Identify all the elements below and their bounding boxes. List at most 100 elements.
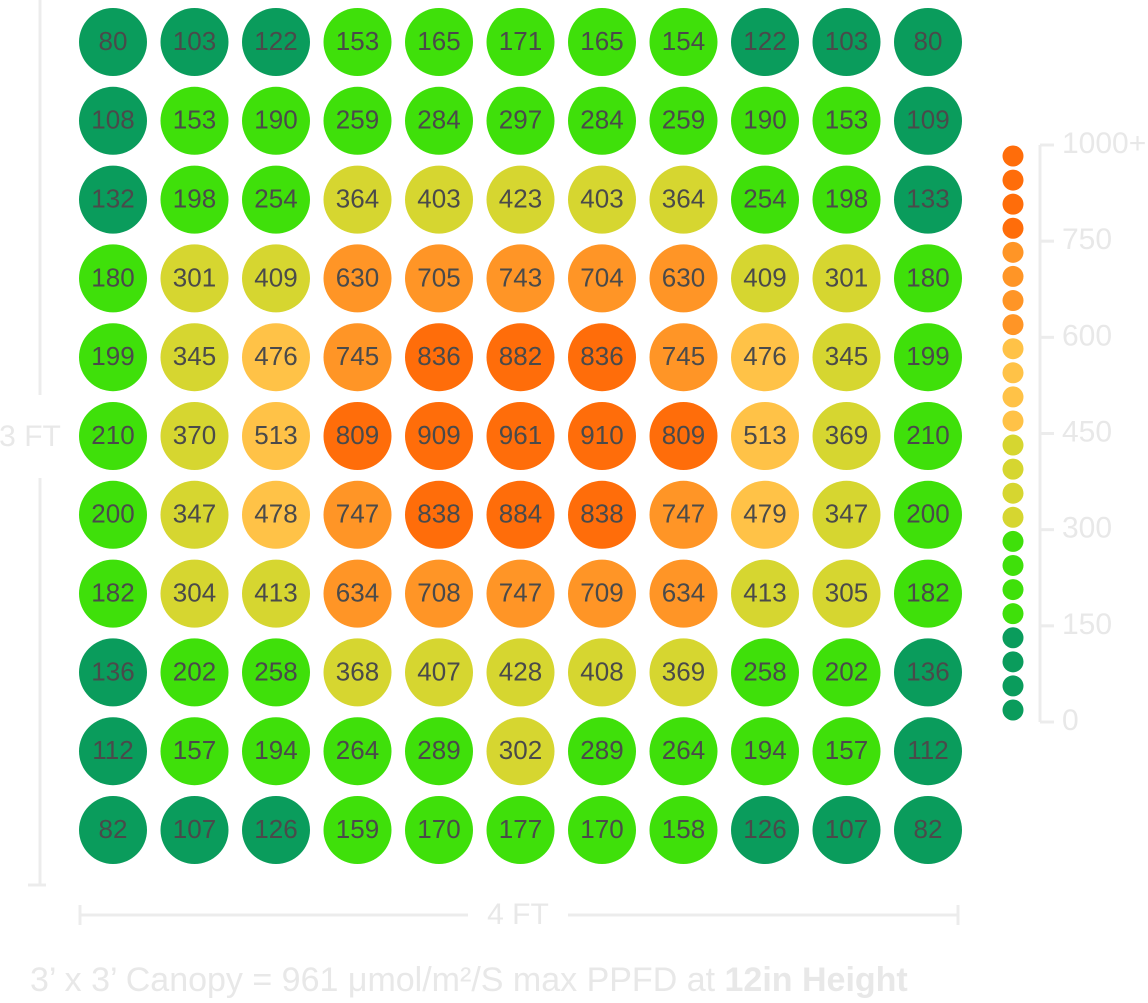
cell (79, 559, 147, 628)
legend-swatch (1002, 506, 1024, 528)
cell (79, 323, 147, 392)
cell-label: 836 (417, 341, 460, 371)
cell (160, 323, 229, 392)
cell (894, 165, 962, 234)
legend-swatch (1002, 193, 1024, 215)
legend-tick-label: 450 (1062, 415, 1112, 448)
cell-label: 126 (743, 814, 786, 844)
cell (323, 323, 392, 392)
cell (160, 638, 229, 707)
cell-label: 171 (499, 26, 542, 56)
cell-label: 364 (662, 183, 705, 213)
cell-label: 909 (417, 420, 460, 450)
cell-label: 112 (907, 735, 948, 765)
cell-label: 882 (499, 341, 542, 371)
cell (79, 480, 147, 549)
cell (79, 638, 147, 707)
cell-label: 259 (662, 105, 705, 135)
cell-label: 103 (825, 26, 868, 56)
cell (812, 86, 881, 155)
cell-label: 159 (336, 814, 379, 844)
cell (568, 165, 636, 234)
cell (242, 559, 310, 628)
cell (160, 796, 229, 864)
cell-label: 202 (825, 656, 868, 686)
cell-label: 82 (914, 814, 943, 844)
cell-label: 634 (336, 577, 379, 607)
cell (323, 244, 392, 313)
cell (812, 323, 881, 392)
cell-label: 479 (743, 499, 786, 529)
cell (486, 717, 555, 786)
cell-label: 838 (417, 499, 460, 529)
cell (649, 402, 718, 470)
cell-label: 370 (173, 420, 216, 450)
cell-label: 743 (499, 262, 542, 292)
cell (812, 796, 881, 864)
cell-label: 961 (499, 420, 542, 450)
cell (812, 8, 881, 76)
cell-label: 747 (336, 499, 379, 529)
cell-label: 153 (173, 105, 216, 135)
cell (79, 86, 147, 155)
cell (405, 323, 473, 392)
cell (405, 717, 473, 786)
legend-swatch (1002, 338, 1024, 360)
cell (405, 559, 473, 628)
cell (731, 402, 799, 470)
cell (649, 8, 718, 76)
cell-label: 289 (580, 735, 623, 765)
cell (894, 559, 962, 628)
cell (242, 402, 310, 470)
cell-label: 745 (336, 341, 379, 371)
cell (486, 402, 555, 470)
legend-swatch (1002, 217, 1024, 239)
cell-label: 409 (254, 262, 297, 292)
cell-label: 747 (662, 499, 705, 529)
cell-label: 347 (825, 499, 868, 529)
cell-label: 210 (906, 420, 949, 450)
cell-label: 107 (825, 814, 868, 844)
cell-label: 305 (825, 577, 868, 607)
cell-label: 190 (743, 105, 786, 135)
cell (731, 8, 799, 76)
legend-swatch (1002, 458, 1024, 480)
cell (160, 165, 229, 234)
cell (731, 638, 799, 707)
cell-label: 153 (336, 26, 379, 56)
cell (894, 323, 962, 392)
cell (323, 796, 392, 864)
cell-label: 630 (662, 262, 705, 292)
cell (812, 559, 881, 628)
cell-label: 170 (580, 814, 623, 844)
cell (731, 244, 799, 313)
cell (568, 244, 636, 313)
cell (405, 638, 473, 707)
cell-label: 910 (580, 420, 623, 450)
cell (486, 796, 555, 864)
cell (486, 638, 555, 707)
legend-swatch (1002, 290, 1024, 312)
cell (731, 796, 799, 864)
cell-label: 369 (825, 420, 868, 450)
cell-label: 409 (743, 262, 786, 292)
cell (568, 323, 636, 392)
cell (812, 638, 881, 707)
cell-label: 122 (254, 26, 297, 56)
cell (486, 165, 555, 234)
legend-swatch (1002, 699, 1024, 721)
cell-label: 264 (662, 735, 705, 765)
cell (405, 480, 473, 549)
cell (568, 8, 636, 76)
cell (486, 480, 555, 549)
cell-label: 705 (417, 262, 460, 292)
legend-tick-label: 150 (1062, 608, 1112, 641)
cell (731, 717, 799, 786)
cell-label: 177 (499, 814, 542, 844)
cell-label: 122 (743, 26, 786, 56)
cell (894, 638, 962, 707)
cell-label: 199 (91, 341, 134, 371)
legend-swatch (1002, 579, 1024, 601)
cell (568, 796, 636, 864)
cell-label: 103 (173, 26, 216, 56)
